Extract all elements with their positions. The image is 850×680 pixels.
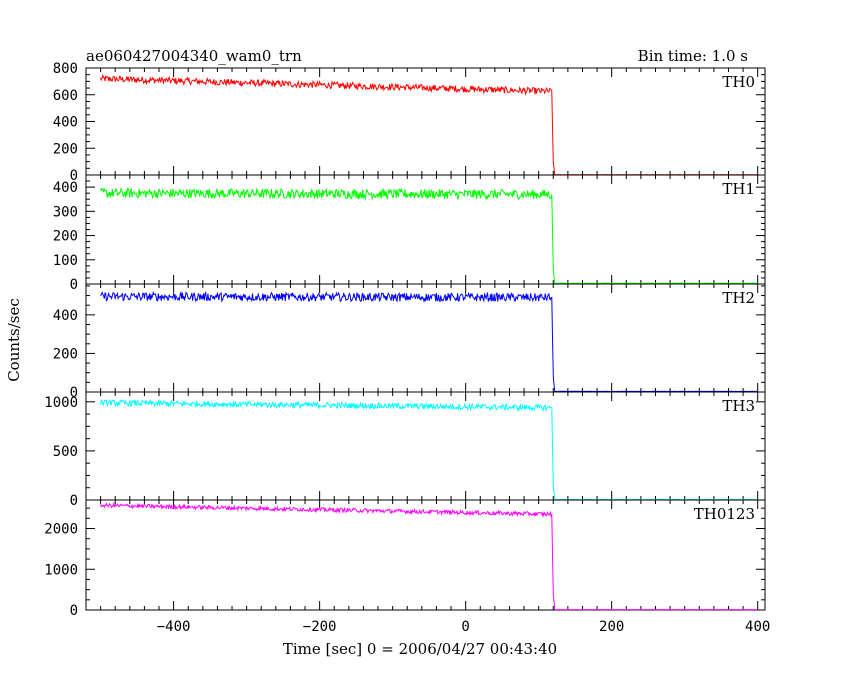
panel-frame — [85, 499, 766, 611]
panel-th3: 0 500 1000 TH3 — [44, 391, 766, 509]
y-tick-label: 400 — [53, 115, 78, 131]
y-tick-label: 0 — [70, 168, 78, 184]
series-name-label: TH1 — [722, 180, 755, 198]
panel-frame — [85, 391, 766, 501]
y-tick-label: 2000 — [44, 522, 78, 538]
y-axis-label: Counts/sec — [5, 298, 23, 382]
series-name-label: TH2 — [722, 289, 755, 307]
y-tick-label: 1000 — [44, 562, 78, 578]
y-tick-label: 200 — [53, 229, 78, 245]
panel-th0123: 0 1000 2000 TH0123 −400 −200 0 200 400 — [44, 499, 770, 635]
y-tick-label: 800 — [53, 61, 78, 77]
series-line-th0 — [100, 73, 758, 176]
x-tick-label: −400 — [157, 619, 191, 635]
series-line-th3 — [100, 398, 758, 501]
y-tick-label: 0 — [70, 603, 78, 619]
bin-time-label: Bin time: 1.0 s — [638, 47, 748, 65]
panel-th1: 0 100 200 300 400 TH1 — [53, 174, 766, 293]
y-tick-label: 0 — [70, 493, 78, 509]
y-tick-label: 1000 — [44, 395, 78, 411]
y-tick-label: 100 — [53, 253, 78, 269]
chart-title: ae060427004340_wam0_trn — [86, 47, 302, 65]
panel-th2: 0 200 400 TH2 — [53, 283, 766, 401]
series-line-th2 — [100, 290, 758, 393]
panel-frame — [85, 67, 766, 176]
series-name-label: TH0 — [722, 73, 755, 91]
x-axis-label: Time [sec] 0 = 2006/04/27 00:43:40 — [283, 640, 557, 658]
x-tick-label: −200 — [303, 619, 337, 635]
y-tick-label: 600 — [53, 88, 78, 104]
series-name-label: TH3 — [722, 397, 755, 415]
y-tick-label: 300 — [53, 204, 78, 220]
y-tick-label: 400 — [53, 180, 78, 196]
y-tick-label: 200 — [53, 346, 78, 362]
series-line-th0123 — [100, 501, 758, 611]
y-tick-label: 200 — [53, 141, 78, 157]
x-tick-label: 400 — [745, 619, 770, 635]
y-tick-label: 500 — [53, 444, 78, 460]
x-tick-label: 200 — [599, 619, 624, 635]
panel-th0: 0 200 400 600 800 TH0 — [53, 61, 766, 184]
series-name-label: TH0123 — [694, 505, 755, 523]
y-tick-label: 0 — [70, 277, 78, 293]
x-tick-label: 0 — [461, 619, 469, 635]
y-tick-label: 400 — [53, 308, 78, 324]
series-line-th1 — [100, 187, 758, 285]
y-tick-label: 0 — [70, 385, 78, 401]
